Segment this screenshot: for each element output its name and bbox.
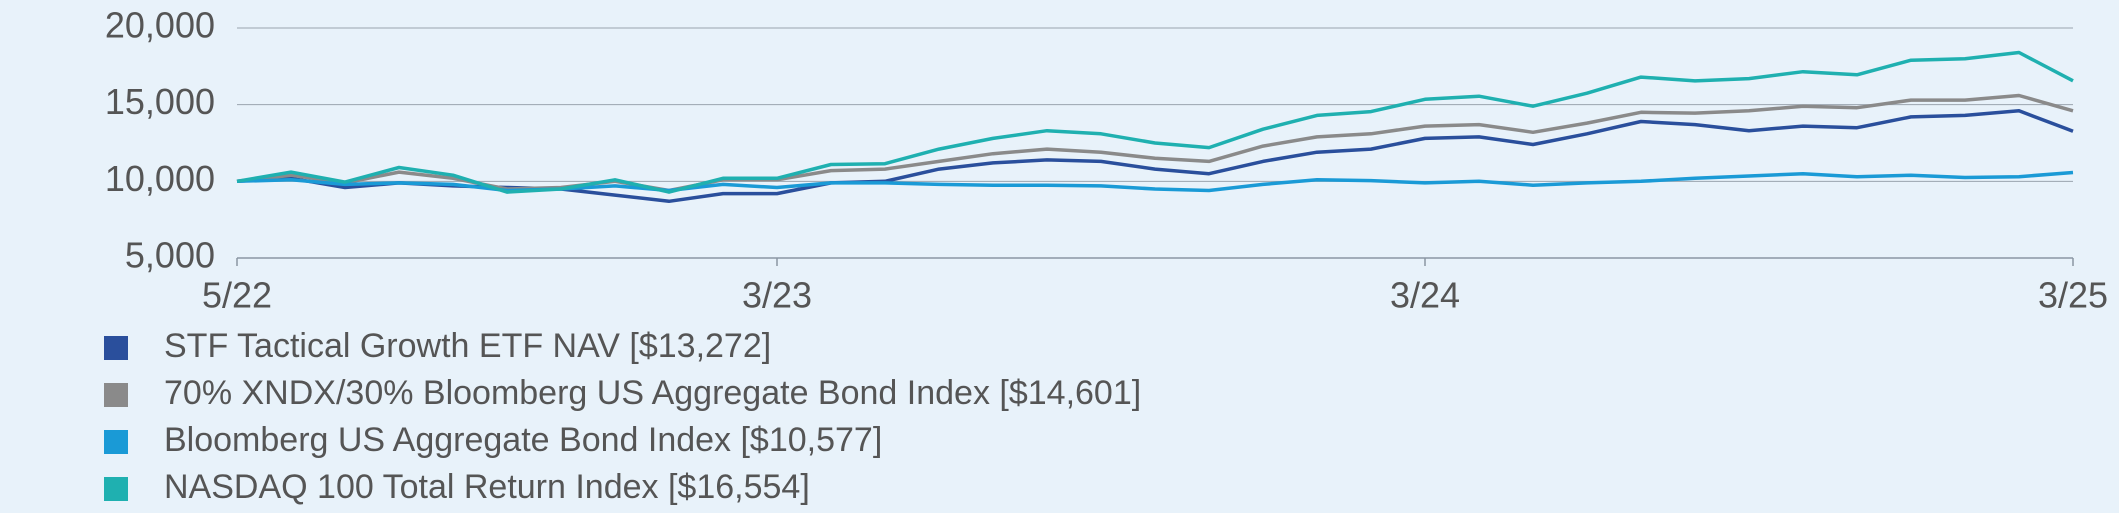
legend-swatch <box>104 383 128 407</box>
legend-swatch <box>104 477 128 501</box>
legend-label: NASDAQ 100 Total Return Index [$16,554] <box>164 468 810 506</box>
legend-swatch <box>104 336 128 360</box>
y-tick-label: 10,000 <box>105 158 215 199</box>
legend-label: 70% XNDX/30% Bloomberg US Aggregate Bond… <box>164 374 1141 412</box>
x-tick-label: 5/22 <box>202 275 272 316</box>
legend-swatch <box>104 430 128 454</box>
series-line <box>236 50 2074 194</box>
y-tick-label: 15,000 <box>105 81 215 122</box>
x-tick-label: 3/25 <box>2038 275 2108 316</box>
y-tick-label: 20,000 <box>105 5 215 46</box>
legend-label: STF Tactical Growth ETF NAV [$13,272] <box>164 327 771 365</box>
legend-label: Bloomberg US Aggregate Bond Index [$10,5… <box>164 421 882 459</box>
y-tick-label: 5,000 <box>125 235 215 276</box>
x-tick-label: 3/24 <box>1390 275 1460 316</box>
x-tick-label: 3/23 <box>742 275 812 316</box>
